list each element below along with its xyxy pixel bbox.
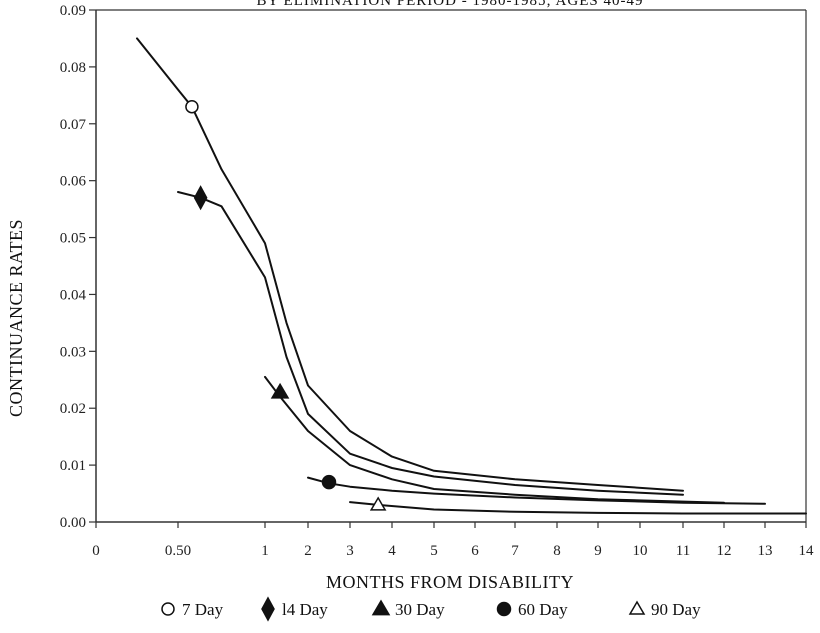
- legend-label: 30 Day: [395, 600, 445, 619]
- x-tick-label: 1: [261, 543, 269, 559]
- x-tick-label: 9: [594, 543, 602, 559]
- x-tick-label: 14: [799, 543, 815, 559]
- y-tick-label: 0.02: [60, 401, 86, 417]
- x-tick-label: 6: [471, 543, 479, 559]
- legend-marker: [161, 602, 175, 616]
- series-marker-14-day: [193, 185, 208, 211]
- x-tick-label: 8: [553, 543, 561, 559]
- x-tick-label: 3: [346, 543, 354, 559]
- x-axis-title: MONTHS FROM DISABILITY: [326, 572, 574, 592]
- series-marker-30-day: [270, 382, 290, 399]
- y-tick-label: 0.06: [60, 174, 87, 190]
- y-tick-label: 0.05: [60, 231, 86, 247]
- y-tick-label: 0.03: [60, 344, 86, 360]
- x-tick-label: 4: [388, 543, 396, 559]
- x-tick-label: 5: [430, 543, 438, 559]
- legend-label: 90 Day: [651, 600, 701, 619]
- y-tick-label: 0.08: [60, 60, 86, 76]
- x-tick-label: 11: [676, 543, 690, 559]
- x-tick-label: 7: [511, 543, 519, 559]
- y-tick-label: 0.07: [60, 117, 87, 133]
- x-tick-label: 0: [92, 543, 100, 559]
- y-tick-label: 0.01: [60, 458, 86, 474]
- chart-title: BY ELIMINATION PERIOD - 1980-1985; AGES …: [257, 0, 644, 9]
- series-line-30-day: [264, 375, 725, 504]
- series-marker-7-day: [185, 99, 199, 114]
- legend-label: 60 Day: [518, 600, 568, 619]
- legend-label: l4 Day: [282, 600, 328, 619]
- legend-marker: [496, 601, 512, 617]
- x-tick-label: 13: [758, 543, 773, 559]
- legend-marker: [628, 600, 646, 615]
- legend-marker: [371, 599, 391, 616]
- axes: 0.00 0.01 0.02 0.03 0.04 0.05 0.06 0.07 0.08 0.09…: [60, 3, 814, 559]
- y-axis-title: CONTINUANCE RATES: [6, 219, 26, 417]
- legend: 7 Day l4 Day 30 Day 60 Day 90 Day: [161, 596, 701, 622]
- legend-marker: [261, 596, 275, 622]
- x-tick-label: 10: [633, 543, 648, 559]
- x-tick-label: 0.50: [165, 543, 191, 559]
- series-line-14-day: [177, 191, 684, 496]
- series-marker-90-day: [369, 496, 387, 511]
- series-line-7-day: [136, 37, 684, 492]
- plot-series: [136, 37, 807, 515]
- x-tick-label: 12: [717, 543, 732, 559]
- series-line-60-day: [307, 476, 766, 505]
- y-tick-label: 0.09: [60, 3, 86, 19]
- y-tick-label: 0.04: [60, 287, 87, 303]
- series-marker-60-day: [321, 474, 337, 490]
- y-tick-label: 0.00: [60, 515, 86, 531]
- legend-label: 7 Day: [182, 600, 224, 619]
- x-tick-label: 2: [304, 543, 312, 559]
